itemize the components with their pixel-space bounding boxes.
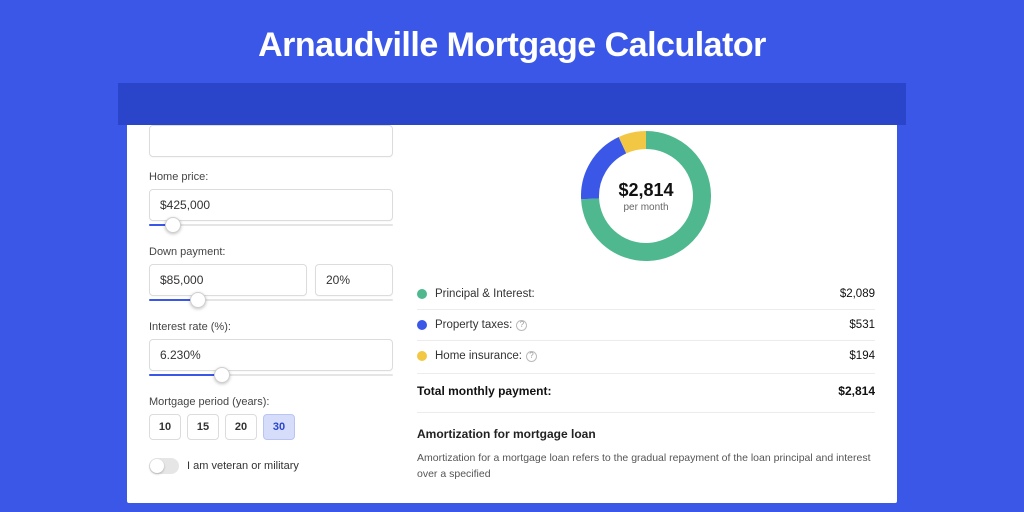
- mortgage-period-field-group: Mortgage period (years): 10152030: [149, 396, 393, 440]
- mortgage-period-label: Mortgage period (years):: [149, 396, 393, 408]
- donut-amount: $2,814: [618, 180, 673, 201]
- amortization-section: Amortization for mortgage loan Amortizat…: [417, 412, 875, 483]
- mortgage-period-options: 10152030: [149, 414, 393, 440]
- period-option-15[interactable]: 15: [187, 414, 219, 440]
- legend-row: Property taxes:?$531: [417, 310, 875, 341]
- total-value: $2,814: [838, 384, 875, 398]
- legend-row: Home insurance:?$194: [417, 341, 875, 371]
- header-shadow-strip: [118, 83, 906, 125]
- veteran-toggle-label: I am veteran or military: [187, 460, 299, 472]
- donut-sublabel: per month: [623, 202, 668, 213]
- legend-label: Principal & Interest:: [435, 288, 840, 300]
- zip-input[interactable]: [149, 125, 393, 157]
- interest-rate-label: Interest rate (%):: [149, 321, 393, 333]
- legend-label: Property taxes:?: [435, 319, 849, 331]
- home-price-slider[interactable]: [149, 220, 393, 232]
- legend-value: $2,089: [840, 288, 875, 300]
- down-payment-field-group: Down payment:: [149, 246, 393, 307]
- home-price-label: Home price:: [149, 171, 393, 183]
- down-payment-label: Down payment:: [149, 246, 393, 258]
- legend-label-text: Principal & Interest:: [435, 288, 535, 300]
- slider-handle[interactable]: [214, 367, 230, 383]
- donut-chart-wrap: $2,814 per month: [417, 131, 875, 261]
- period-option-30[interactable]: 30: [263, 414, 295, 440]
- interest-rate-slider[interactable]: [149, 370, 393, 382]
- help-icon[interactable]: ?: [526, 351, 537, 362]
- legend-row: Principal & Interest: $2,089: [417, 279, 875, 310]
- interest-rate-field-group: Interest rate (%):: [149, 321, 393, 382]
- veteran-toggle-row: I am veteran or military: [149, 458, 393, 474]
- slider-handle[interactable]: [190, 292, 206, 308]
- help-icon[interactable]: ?: [516, 320, 527, 331]
- interest-rate-input[interactable]: [149, 339, 393, 371]
- slider-fill: [149, 374, 222, 376]
- amortization-heading: Amortization for mortgage loan: [417, 427, 875, 441]
- legend-value: $531: [849, 319, 875, 331]
- period-option-20[interactable]: 20: [225, 414, 257, 440]
- legend-dot: [417, 289, 427, 299]
- slider-handle[interactable]: [165, 217, 181, 233]
- total-row: Total monthly payment: $2,814: [417, 373, 875, 412]
- legend-label: Home insurance:?: [435, 350, 849, 362]
- veteran-toggle[interactable]: [149, 458, 179, 474]
- down-payment-slider[interactable]: [149, 295, 393, 307]
- calculator-card: Property Zip Code: Home price: Down paym…: [127, 83, 897, 503]
- legend-label-text: Home insurance:: [435, 350, 522, 362]
- donut-chart: $2,814 per month: [581, 131, 711, 261]
- home-price-field-group: Home price:: [149, 171, 393, 232]
- down-payment-percent-input[interactable]: [315, 264, 393, 296]
- legend-label-text: Property taxes:: [435, 319, 512, 331]
- toggle-knob: [150, 459, 164, 473]
- legend-list: Principal & Interest: $2,089 Property taxe…: [417, 279, 875, 371]
- donut-center: $2,814 per month: [581, 131, 711, 261]
- home-price-input[interactable]: [149, 189, 393, 221]
- down-payment-amount-input[interactable]: [149, 264, 307, 296]
- legend-dot: [417, 320, 427, 330]
- total-label: Total monthly payment:: [417, 384, 838, 398]
- amortization-text: Amortization for a mortgage loan refers …: [417, 451, 875, 483]
- breakdown-column: Monthly payment breakdown: $2,814 per mo…: [417, 107, 875, 503]
- form-column: Property Zip Code: Home price: Down paym…: [149, 107, 393, 503]
- legend-value: $194: [849, 350, 875, 362]
- page-title: Arnaudville Mortgage Calculator: [0, 0, 1024, 83]
- legend-dot: [417, 351, 427, 361]
- period-option-10[interactable]: 10: [149, 414, 181, 440]
- slider-track: [149, 224, 393, 226]
